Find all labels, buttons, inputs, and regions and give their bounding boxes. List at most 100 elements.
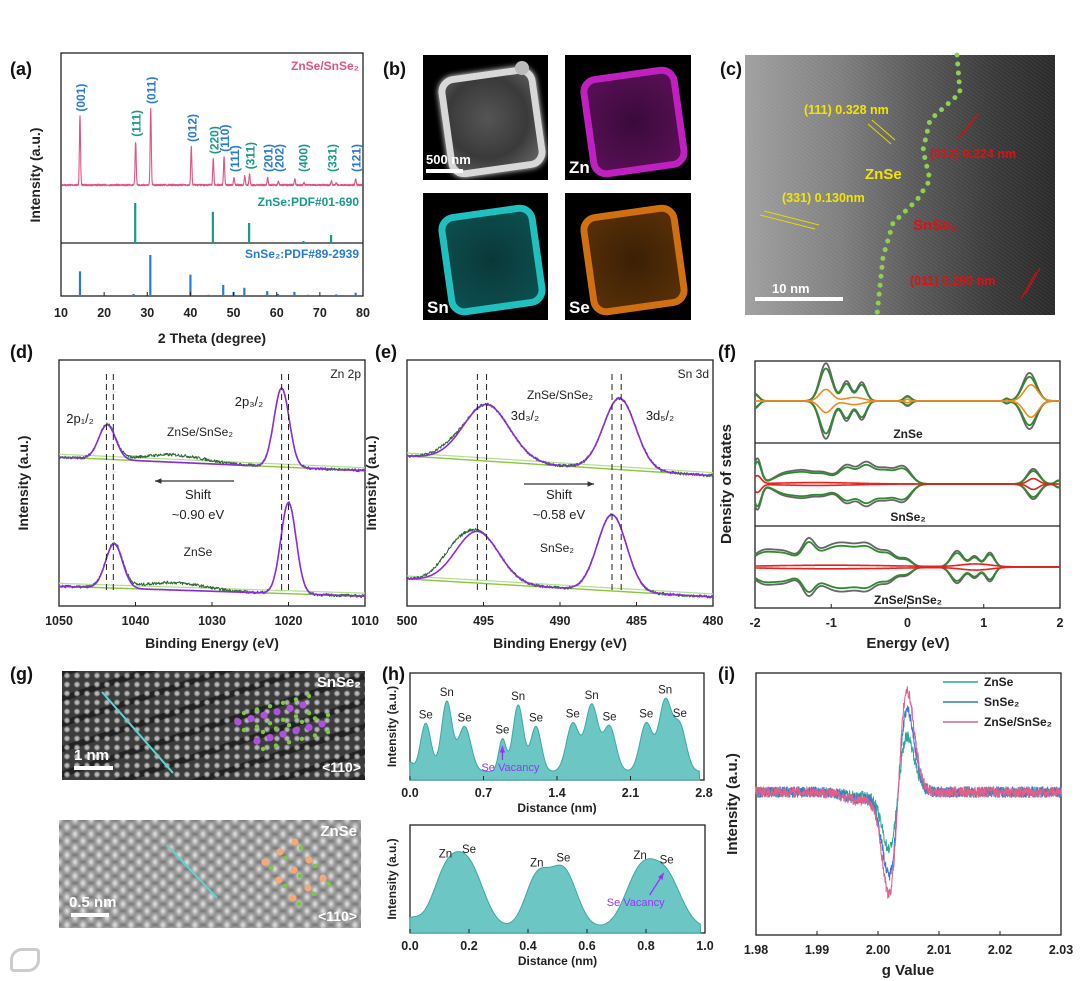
phase-label: ZnSe [320,823,357,840]
fit-spectrum-line [406,513,714,598]
se-atom-marker [267,704,273,709]
x-tick-label: 0.7 [475,786,492,800]
x-tick-label: 490 [550,614,571,628]
dos-partial-line [754,566,1061,571]
miller-index-label: (111) [228,145,242,172]
snse2-haadf-image: SnSe₂ 1 nm <110> [62,671,365,780]
miller-index-label: (012) [185,114,199,142]
annotation-label: 3d₃/₂ [511,408,539,423]
watermark-logo-icon [10,948,40,972]
x-tick-label: 2 [1057,616,1064,630]
small-particle [515,61,529,75]
lattice-fringe-marker [763,210,820,226]
se-atom-marker [293,714,299,719]
snse2-region-label: SnSe₂ [913,217,958,234]
element-label: Sn [427,298,449,317]
atom-label: Se [556,852,570,864]
se-atom-marker [260,729,266,735]
x-tick-label: 2.8 [695,786,712,800]
dos-partial-line [754,483,1061,494]
miller-index-label: (011) [145,77,159,104]
dos-green-line [754,566,1061,593]
lattice-fringe-marker [867,123,892,145]
core-level-label: Zn 2p [330,367,361,381]
epr-spectrum-line [755,686,1062,899]
se-atom-marker [282,883,288,889]
atom-label: Sn [585,690,599,702]
x-tick-label: 1.0 [696,939,713,953]
x-tick-label: 0.0 [401,786,418,800]
sample-label: ZnSe/SnSe₂ [167,425,233,439]
se-atom-marker [293,697,299,702]
y-axis-label: Intensity (a.u.) [15,436,31,531]
se-vacancy-arrow-head [657,873,664,880]
x-axis-label: Distance (nm) [517,801,596,815]
zn-atom-marker [275,876,283,884]
se-atom-marker [268,865,274,871]
dos-green-line [754,460,1061,485]
x-tick-label: 485 [626,614,647,628]
miller-index-label: (121) [350,144,364,172]
dos-green-line [754,367,1061,402]
x-axis-label: 2 Theta (degree) [158,330,266,346]
se-atom-marker [254,724,260,729]
x-tick-label: -1 [826,616,837,630]
atom-label: Se [660,854,674,866]
se-atom-marker [298,845,304,851]
atom-label: Se [639,709,653,721]
sample-label: ZnSe [184,545,213,559]
x-axis-label: g Value [882,962,935,979]
miller-index-label: (110) [218,125,232,152]
atom-label: Se [419,709,433,721]
se-atom-marker [273,743,279,748]
atom-columns [62,671,365,780]
x-tick-label: 20 [97,306,111,320]
series-label: ZnSe:PDF#01-690 [258,195,360,209]
raw-spectrum-line [406,396,714,478]
miller-index-label: (001) [74,84,88,112]
x-tick-label: 1.4 [548,786,565,800]
se-atom-marker [299,719,305,724]
xrd-plot-frame [60,52,364,297]
x-tick-label: 0.4 [519,939,536,953]
element-label: Se [569,298,590,317]
annotation-label: ~0.90 eV [172,507,225,522]
atom-columns [59,820,361,928]
y-axis-label: Intensity (a.u.) [385,838,399,919]
x-axis-label: Binding Energy (eV) [145,635,279,651]
se-atom-marker [241,727,247,733]
atom-label: Se [602,711,616,723]
se-atom-marker [306,710,312,716]
fringe-label: (331) 0.130nm [782,191,865,205]
miller-index-label: (220) [207,126,221,154]
se-atom-marker [299,736,305,741]
atom-label: Sn [658,684,672,696]
y-axis-label: Intensity (a.u.) [363,436,379,531]
sn-map: Sn [423,193,548,320]
line-scan-marker [101,691,174,774]
se-atom-marker [286,740,292,745]
panel-label-i: (i) [718,664,735,684]
panel-label-g: (g) [10,664,33,684]
se-atom-marker [325,712,331,718]
atom-label: Sn [440,687,454,699]
se-atom-marker [260,746,266,752]
x-tick-label: 1.99 [805,943,829,957]
x-tick-label: 1 [980,616,987,630]
se-atom-marker [311,891,317,897]
fringe-label: (012) 0.224 nm [930,147,1017,161]
x-tick-label: 60 [270,306,284,320]
legend-label: ZnSe/SnSe₂ [984,715,1052,729]
x-tick-label: 0.6 [578,939,595,953]
shift-arrow-head [155,478,162,484]
annotation-label: ~0.58 eV [533,507,586,522]
phase-label: SnSe₂ [316,674,361,691]
atom-label: Zn [633,850,646,862]
scale-bar-label: 500 nm [426,152,471,167]
phase-boundary-dotted-line [874,52,963,318]
x-tick-label: 2.02 [988,943,1012,957]
hrtem-image: (111) 0.328 nm ZnSe (331) 0.130nm (012) … [745,55,1055,315]
epr-plot-frame [755,672,1062,936]
